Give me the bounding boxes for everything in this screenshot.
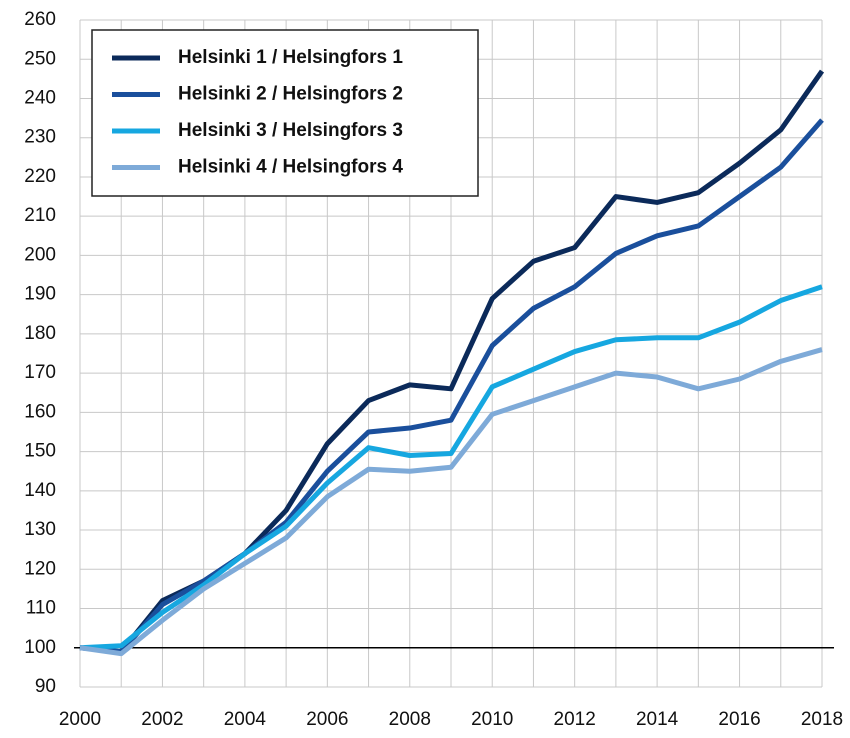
- legend-label: Helsinki 1 / Helsingfors 1: [178, 47, 403, 68]
- y-tick-label: 130: [24, 519, 56, 540]
- y-tick-label: 240: [24, 87, 56, 108]
- x-tick-label: 2012: [554, 709, 596, 730]
- x-tick-label: 2002: [141, 709, 183, 730]
- legend-label: Helsinki 4 / Helsingfors 4: [178, 157, 403, 178]
- y-tick-label: 250: [24, 48, 56, 69]
- y-tick-label: 180: [24, 323, 56, 344]
- x-tick-label: 2010: [471, 709, 513, 730]
- y-tick-label: 110: [26, 598, 56, 619]
- y-tick-label: 190: [24, 284, 56, 305]
- y-tick-label: 160: [24, 401, 56, 422]
- x-tick-label: 2008: [389, 709, 431, 730]
- x-tick-label: 2004: [224, 709, 267, 730]
- y-tick-label: 230: [24, 127, 56, 148]
- y-tick-label: 170: [24, 362, 56, 383]
- y-tick-label: 200: [24, 244, 56, 265]
- legend-label: Helsinki 2 / Helsingfors 2: [178, 84, 403, 105]
- y-tick-label: 210: [24, 205, 56, 226]
- y-tick-label: 260: [24, 9, 56, 30]
- x-tick-label: 2000: [59, 709, 101, 730]
- series-line: [79, 118, 824, 655]
- y-tick-label: 220: [24, 166, 56, 187]
- y-tick-label: 140: [24, 480, 56, 501]
- legend-label: Helsinki 3 / Helsingfors 3: [178, 120, 403, 141]
- y-tick-label: 120: [24, 558, 56, 579]
- x-tick-label: 2018: [801, 709, 843, 730]
- series-line: [79, 284, 823, 651]
- x-tick-label: 2006: [306, 709, 348, 730]
- y-tick-label: 100: [24, 637, 56, 658]
- y-tick-label: 150: [24, 441, 56, 462]
- y-tick-label: 90: [35, 676, 56, 697]
- x-tick-label: 2014: [636, 709, 679, 730]
- x-tick-label: 2016: [718, 709, 760, 730]
- series-line: [79, 347, 823, 657]
